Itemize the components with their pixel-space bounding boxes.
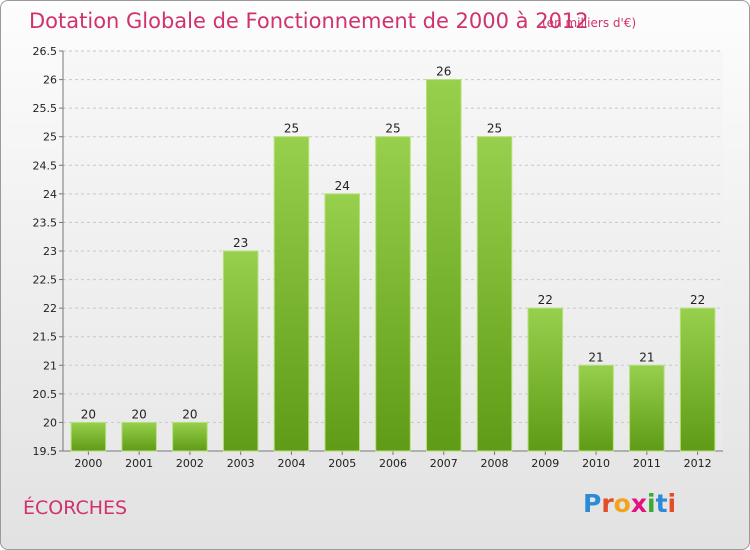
x-tick-label-2007: 2007: [430, 457, 458, 470]
y-tick-label: 23.5: [33, 216, 58, 229]
bar-2006: [375, 136, 411, 452]
bar-2003: [222, 250, 259, 452]
x-tick-label-2002: 2002: [176, 457, 204, 470]
bar-2005: [324, 193, 360, 452]
data-label-2007: 26: [436, 65, 451, 79]
x-tick-label-2011: 2011: [633, 457, 661, 470]
commune-name: ÉCORCHES: [23, 497, 128, 519]
x-tick-label-2012: 2012: [684, 457, 712, 470]
data-label-2000: 20: [81, 407, 96, 421]
data-label-2003: 23: [233, 236, 248, 250]
logo-letter: i: [647, 489, 656, 518]
y-tick-label: 25: [43, 131, 57, 144]
y-tick-label: 22: [43, 302, 57, 315]
bar-2011: [629, 364, 665, 452]
y-tick-label: 24.5: [33, 159, 58, 172]
y-tick-label: 23: [43, 245, 57, 258]
x-tick-label-2000: 2000: [74, 457, 102, 470]
y-tick-label: 20.5: [33, 388, 58, 401]
bar-2004: [273, 136, 310, 452]
data-label-2002: 20: [182, 407, 197, 421]
data-label-2010: 21: [588, 350, 603, 364]
bar-2000: [70, 421, 107, 452]
bar-2007: [426, 79, 462, 452]
x-tick-label-2008: 2008: [481, 457, 509, 470]
x-tick-label-2003: 2003: [227, 457, 255, 470]
logo-letter: t: [655, 489, 668, 518]
x-tick-label-2010: 2010: [582, 457, 610, 470]
data-label-2008: 25: [487, 122, 502, 136]
x-tick-label-2004: 2004: [277, 457, 305, 470]
y-tick-label: 25.5: [33, 102, 58, 115]
logo-letter: P: [583, 489, 602, 518]
bar-2010: [578, 364, 614, 452]
bar-2008: [476, 136, 513, 452]
x-tick-label-2009: 2009: [531, 457, 559, 470]
y-tick-label: 26: [43, 74, 57, 87]
y-tick-label: 21.5: [33, 331, 58, 344]
bar-2001: [121, 421, 157, 452]
x-tick-label-2006: 2006: [379, 457, 407, 470]
data-label-2011: 21: [639, 350, 654, 364]
y-tick-label: 21: [43, 359, 57, 372]
bar-2012: [679, 307, 716, 452]
y-tick-label: 19.5: [33, 445, 58, 458]
logo-letter: i: [667, 489, 677, 518]
y-tick-label: 20: [43, 416, 57, 429]
data-label-2004: 25: [284, 122, 299, 136]
data-label-2001: 20: [132, 407, 147, 421]
data-label-2012: 22: [690, 293, 705, 307]
data-label-2005: 24: [335, 179, 350, 193]
data-label-2006: 25: [385, 122, 400, 136]
y-tick-label: 24: [43, 188, 57, 201]
proxiti-logo: Proxiti: [583, 489, 676, 518]
bar-2009: [527, 307, 564, 452]
chart-subtitle: (en milliers d'€): [542, 16, 637, 30]
y-tick-label: 26.5: [33, 45, 58, 58]
x-tick-label-2001: 2001: [125, 457, 153, 470]
logo-letter: x: [630, 489, 647, 518]
data-label-2009: 22: [538, 293, 553, 307]
chart-title: Dotation Globale de Fonctionnement de 20…: [29, 9, 589, 33]
bar-2002: [172, 421, 208, 452]
x-tick-label-2005: 2005: [328, 457, 356, 470]
logo-letter: o: [613, 489, 631, 518]
y-tick-label: 22.5: [33, 274, 58, 287]
logo-letter: r: [601, 489, 614, 518]
